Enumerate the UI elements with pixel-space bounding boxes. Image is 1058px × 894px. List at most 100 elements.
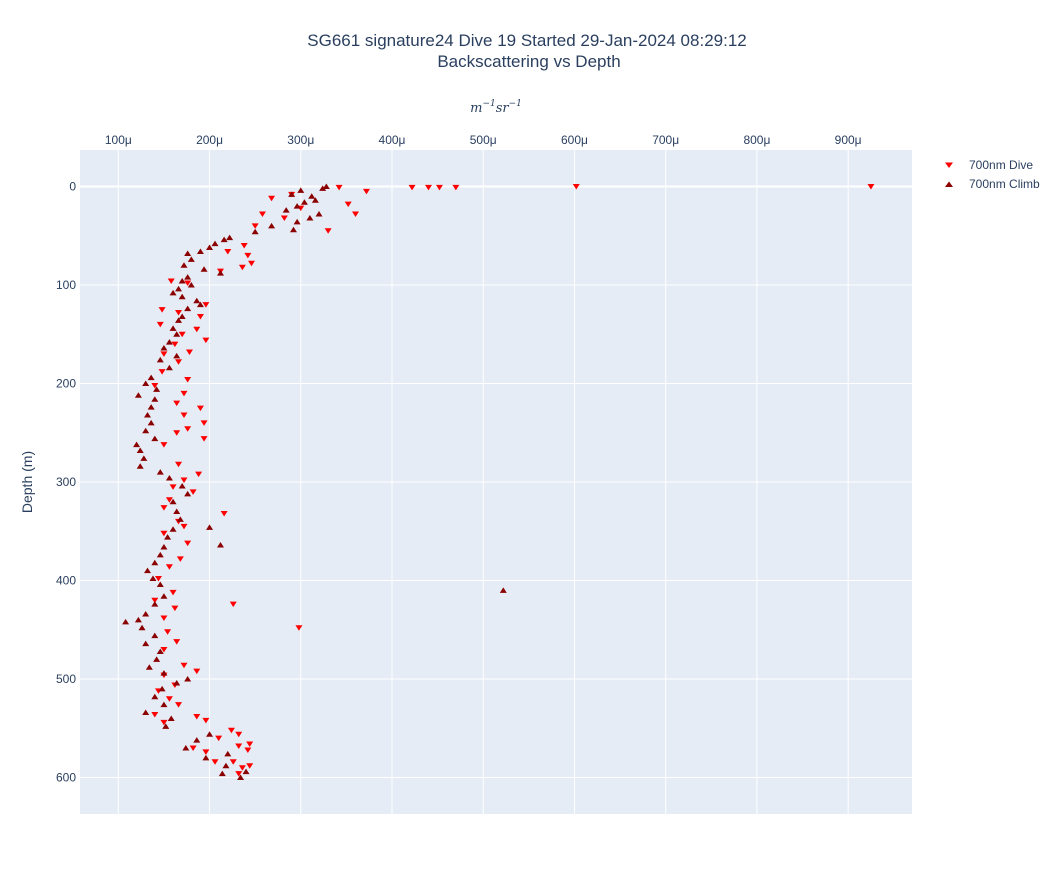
data-point[interactable] [180, 477, 188, 484]
data-point[interactable] [184, 274, 192, 280]
data-point[interactable] [216, 270, 224, 276]
data-point[interactable] [176, 556, 184, 562]
data-point[interactable] [311, 197, 319, 203]
data-point[interactable] [142, 640, 150, 647]
data-point[interactable] [220, 511, 228, 517]
data-point[interactable] [206, 244, 214, 251]
data-point[interactable] [180, 390, 188, 397]
data-point[interactable] [160, 719, 168, 726]
data-point[interactable] [178, 293, 186, 300]
data-point[interactable] [173, 352, 181, 359]
data-point[interactable] [171, 605, 179, 612]
data-point[interactable] [175, 461, 183, 468]
data-point[interactable] [499, 587, 507, 593]
data-point[interactable] [160, 351, 168, 357]
data-point[interactable] [196, 405, 204, 412]
data-point[interactable] [173, 679, 181, 686]
data-point[interactable] [165, 696, 173, 702]
data-point[interactable] [169, 589, 177, 596]
data-point[interactable] [319, 185, 327, 191]
data-point[interactable] [136, 447, 144, 453]
data-point[interactable] [240, 243, 248, 249]
data-point[interactable] [178, 482, 186, 489]
data-point[interactable] [293, 218, 301, 225]
data-point[interactable] [171, 341, 179, 348]
data-point[interactable] [167, 278, 175, 285]
data-point[interactable] [187, 256, 195, 262]
legend-item-dive[interactable]: 700nm Dive [945, 158, 1033, 172]
data-point[interactable] [315, 211, 323, 217]
data-point[interactable] [151, 382, 159, 389]
data-point[interactable] [160, 701, 168, 708]
data-point[interactable] [184, 490, 192, 497]
data-point[interactable] [156, 581, 164, 587]
data-point[interactable] [178, 313, 186, 319]
data-point[interactable] [196, 301, 204, 308]
data-point[interactable] [145, 664, 153, 670]
data-point[interactable] [175, 285, 183, 292]
data-point[interactable] [136, 463, 144, 469]
data-point[interactable] [227, 727, 235, 734]
data-point[interactable] [153, 386, 161, 392]
data-point[interactable] [164, 534, 172, 540]
data-point[interactable] [200, 436, 208, 442]
data-point[interactable] [288, 191, 296, 197]
data-point[interactable] [867, 183, 875, 190]
data-point[interactable] [408, 184, 416, 191]
data-point[interactable] [184, 377, 192, 383]
data-point[interactable] [133, 441, 141, 448]
data-point[interactable] [324, 228, 332, 234]
data-point[interactable] [169, 484, 177, 490]
data-point[interactable] [289, 226, 297, 233]
data-point[interactable] [184, 280, 192, 286]
data-point[interactable] [151, 559, 159, 566]
data-point[interactable] [144, 567, 152, 574]
data-point[interactable] [156, 469, 164, 475]
data-point[interactable] [176, 516, 184, 522]
data-point[interactable] [235, 771, 243, 777]
data-point[interactable] [180, 662, 188, 669]
data-point[interactable] [158, 307, 166, 313]
data-point[interactable] [424, 184, 432, 191]
data-point[interactable] [193, 737, 201, 743]
data-point[interactable] [220, 236, 228, 243]
data-point[interactable] [248, 260, 256, 267]
data-point[interactable] [242, 768, 250, 775]
data-point[interactable] [258, 211, 266, 218]
data-point[interactable] [175, 317, 183, 323]
data-point[interactable] [165, 364, 173, 371]
data-point[interactable] [185, 349, 193, 355]
data-point[interactable] [293, 203, 301, 209]
data-point[interactable] [156, 551, 164, 558]
data-point[interactable] [178, 331, 186, 338]
data-point[interactable] [244, 252, 252, 259]
data-point[interactable] [196, 313, 204, 320]
data-point[interactable] [572, 183, 580, 190]
data-point[interactable] [189, 745, 197, 751]
data-point[interactable] [226, 234, 234, 241]
data-point[interactable] [297, 187, 305, 193]
data-point[interactable] [202, 717, 210, 724]
data-point[interactable] [196, 248, 204, 254]
data-point[interactable] [235, 731, 243, 738]
data-point[interactable] [200, 420, 208, 426]
data-point[interactable] [202, 302, 210, 308]
data-point[interactable] [335, 184, 343, 191]
data-point[interactable] [142, 427, 150, 434]
data-point[interactable] [175, 702, 183, 708]
data-point[interactable] [151, 711, 159, 718]
data-point[interactable] [218, 770, 226, 777]
data-point[interactable] [222, 762, 230, 769]
data-point[interactable] [224, 248, 232, 255]
data-point[interactable] [180, 412, 188, 419]
data-point[interactable] [193, 297, 201, 304]
data-point[interactable] [187, 281, 195, 288]
data-point[interactable] [142, 709, 150, 716]
data-point[interactable] [147, 419, 155, 426]
data-point[interactable] [282, 207, 290, 213]
data-point[interactable] [237, 774, 245, 781]
data-point[interactable] [169, 325, 177, 331]
data-point[interactable] [215, 735, 223, 742]
data-point[interactable] [151, 597, 159, 604]
data-point[interactable] [165, 564, 173, 570]
